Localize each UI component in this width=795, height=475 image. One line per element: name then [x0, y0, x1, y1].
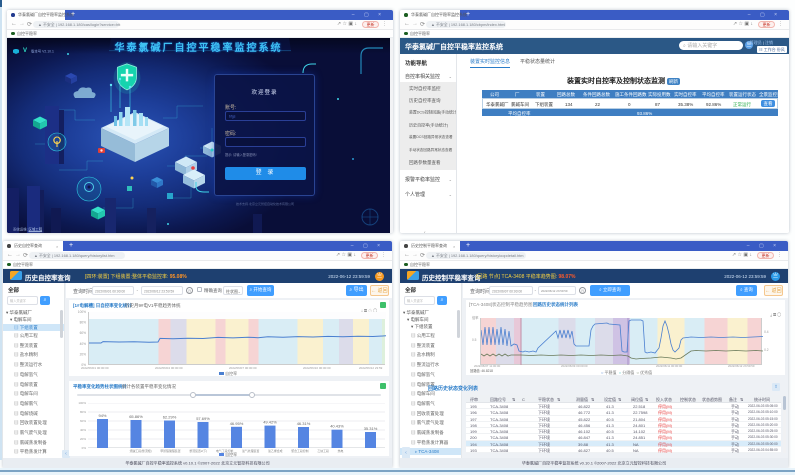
svg-text:57.69%: 57.69% [196, 416, 210, 421]
svg-text:46.95%: 46.95% [230, 421, 244, 426]
svg-text:65.86%: 65.86% [129, 414, 143, 419]
svg-text:35.31%: 35.31% [364, 426, 378, 431]
svg-text:49.42%: 49.42% [263, 420, 277, 425]
svg-text:62.29%: 62.29% [163, 415, 177, 420]
svg-text:46.31%: 46.31% [297, 421, 311, 426]
svg-text:94%: 94% [98, 413, 106, 418]
svg-text:40.43%: 40.43% [330, 424, 344, 429]
